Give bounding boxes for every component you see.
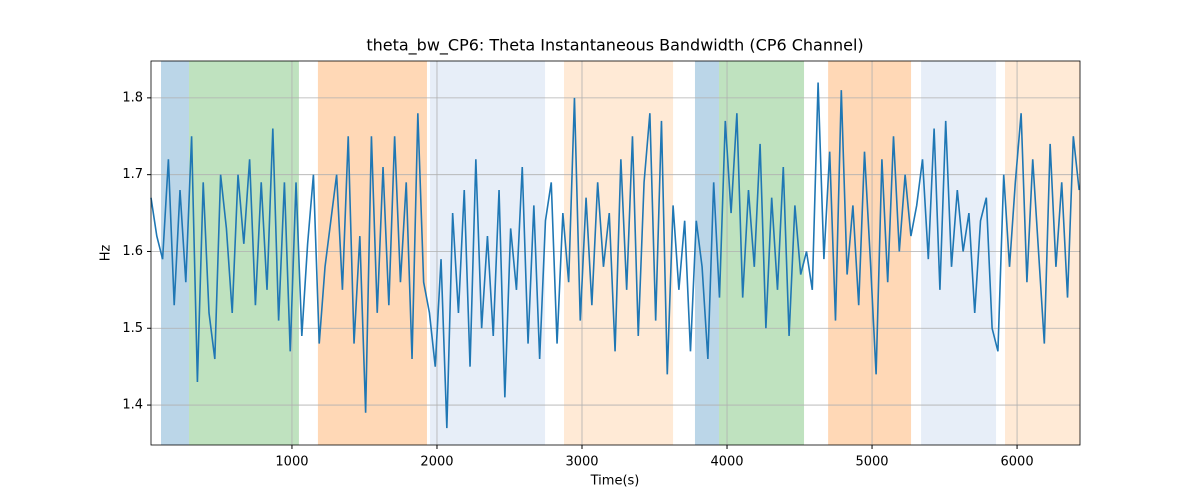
- shaded-span: [317, 61, 427, 445]
- x-axis-label: Time(s): [590, 474, 640, 489]
- y-tick-label: 1.4: [122, 398, 143, 413]
- shaded-span: [188, 61, 299, 445]
- x-tick-label: 6000: [1001, 455, 1034, 470]
- shaded-span: [161, 61, 189, 445]
- data-line: [150, 82, 1080, 429]
- x-tick-label: 1000: [275, 455, 308, 470]
- y-tick-label: 1.8: [122, 90, 143, 105]
- shaded-span: [694, 61, 720, 445]
- x-tick-label: 4000: [710, 455, 743, 470]
- shaded-span: [921, 61, 997, 445]
- shaded-span: [1005, 61, 1080, 445]
- y-tick-label: 1.7: [122, 167, 143, 182]
- y-tick-label: 1.6: [122, 244, 143, 259]
- plot-frame: [150, 60, 1081, 446]
- x-tick-label: 3000: [565, 455, 598, 470]
- chart-title: theta_bw_CP6: Theta Instantaneous Bandwi…: [366, 36, 863, 56]
- y-axis-label: Hz: [99, 245, 114, 262]
- x-tick-label: 2000: [420, 455, 453, 470]
- x-tick-label: 5000: [855, 455, 888, 470]
- y-tick-label: 1.5: [122, 321, 143, 336]
- shaded-span: [719, 61, 805, 445]
